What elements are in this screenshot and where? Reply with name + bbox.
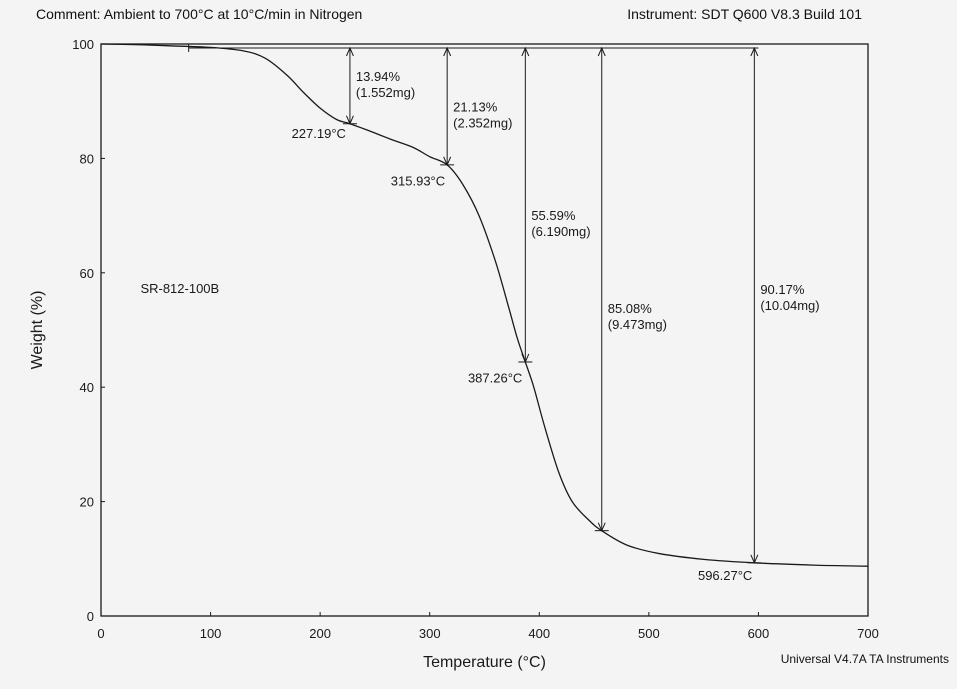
annotation-temperature: 387.26°C — [468, 371, 522, 386]
y-axis-label: Weight (%) — [29, 291, 46, 370]
annotation-temperature: 596.27°C — [698, 568, 752, 583]
x-tick-label: 500 — [638, 626, 660, 641]
annotation-percent: 85.08% — [608, 301, 653, 316]
annotation-2: 21.13%(2.352mg) 315.93°C — [391, 46, 512, 188]
y-tick-label: 80 — [80, 151, 94, 166]
y-tick-label: 0 — [87, 609, 94, 624]
x-tick-label: 0 — [97, 626, 104, 641]
annotation-percent: 13.94% — [356, 69, 401, 84]
annotation-mass: (9.473mg) — [608, 317, 667, 332]
y-tick-label: 60 — [80, 266, 94, 281]
x-tick-label: 700 — [857, 626, 879, 641]
x-axis-label: Temperature (°C) — [423, 654, 546, 671]
chart-comment: Comment: Ambient to 700°C at 10°C/min in… — [36, 6, 363, 22]
x-tick-label: 600 — [748, 626, 770, 641]
x-axis-ticks: 0 100 200 300 400 500 600 700 — [97, 612, 879, 641]
annotation-1: 13.94%(1.552mg) 227.19°C — [292, 46, 415, 141]
plot-frame — [100, 43, 869, 617]
arrow-head — [345, 46, 354, 57]
arrow-head — [443, 46, 452, 57]
arrow-head — [521, 46, 530, 57]
y-tick-label: 40 — [80, 380, 94, 395]
annotation-mass: (2.352mg) — [453, 115, 512, 130]
annotation-temperature: 227.19°C — [292, 126, 346, 141]
arrow-head — [597, 46, 606, 57]
annotation-percent: 90.17% — [760, 282, 805, 297]
annotation-3: 55.59%(6.190mg) 387.26°C — [468, 46, 591, 386]
y-tick-label: 100 — [72, 37, 94, 52]
annotation-4: 85.08%(9.473mg) — [594, 46, 667, 532]
weight-curve-line — [100, 43, 869, 567]
annotation-mass: (1.552mg) — [356, 85, 415, 100]
x-tick-label: 300 — [419, 626, 441, 641]
sample-label: SR-812-100B — [140, 281, 219, 296]
annotation-5: 90.17%(10.04mg) 596.27°C — [698, 46, 820, 583]
x-tick-label: 100 — [200, 626, 222, 641]
annotation-percent: 55.59% — [531, 208, 576, 223]
annotation-percent: 21.13% — [453, 99, 498, 114]
y-tick-label: 20 — [80, 495, 94, 510]
annotation-mass: (10.04mg) — [760, 298, 819, 313]
y-axis-ticks: 0 20 40 60 80 100 — [72, 37, 105, 624]
arrow-head — [750, 46, 759, 57]
annotation-mass: (6.190mg) — [531, 224, 590, 239]
annotations: 13.94%(1.552mg) 227.19°C 21.13%(2.352mg) 31… — [188, 44, 820, 583]
instrument-info: Instrument: SDT Q600 V8.3 Build 101 — [627, 6, 862, 22]
plot-border — [100, 43, 869, 617]
x-tick-label: 200 — [309, 626, 331, 641]
software-footer: Universal V4.7A TA Instruments — [780, 652, 949, 666]
x-tick-label: 400 — [528, 626, 550, 641]
annotation-temperature: 315.93°C — [391, 173, 445, 188]
